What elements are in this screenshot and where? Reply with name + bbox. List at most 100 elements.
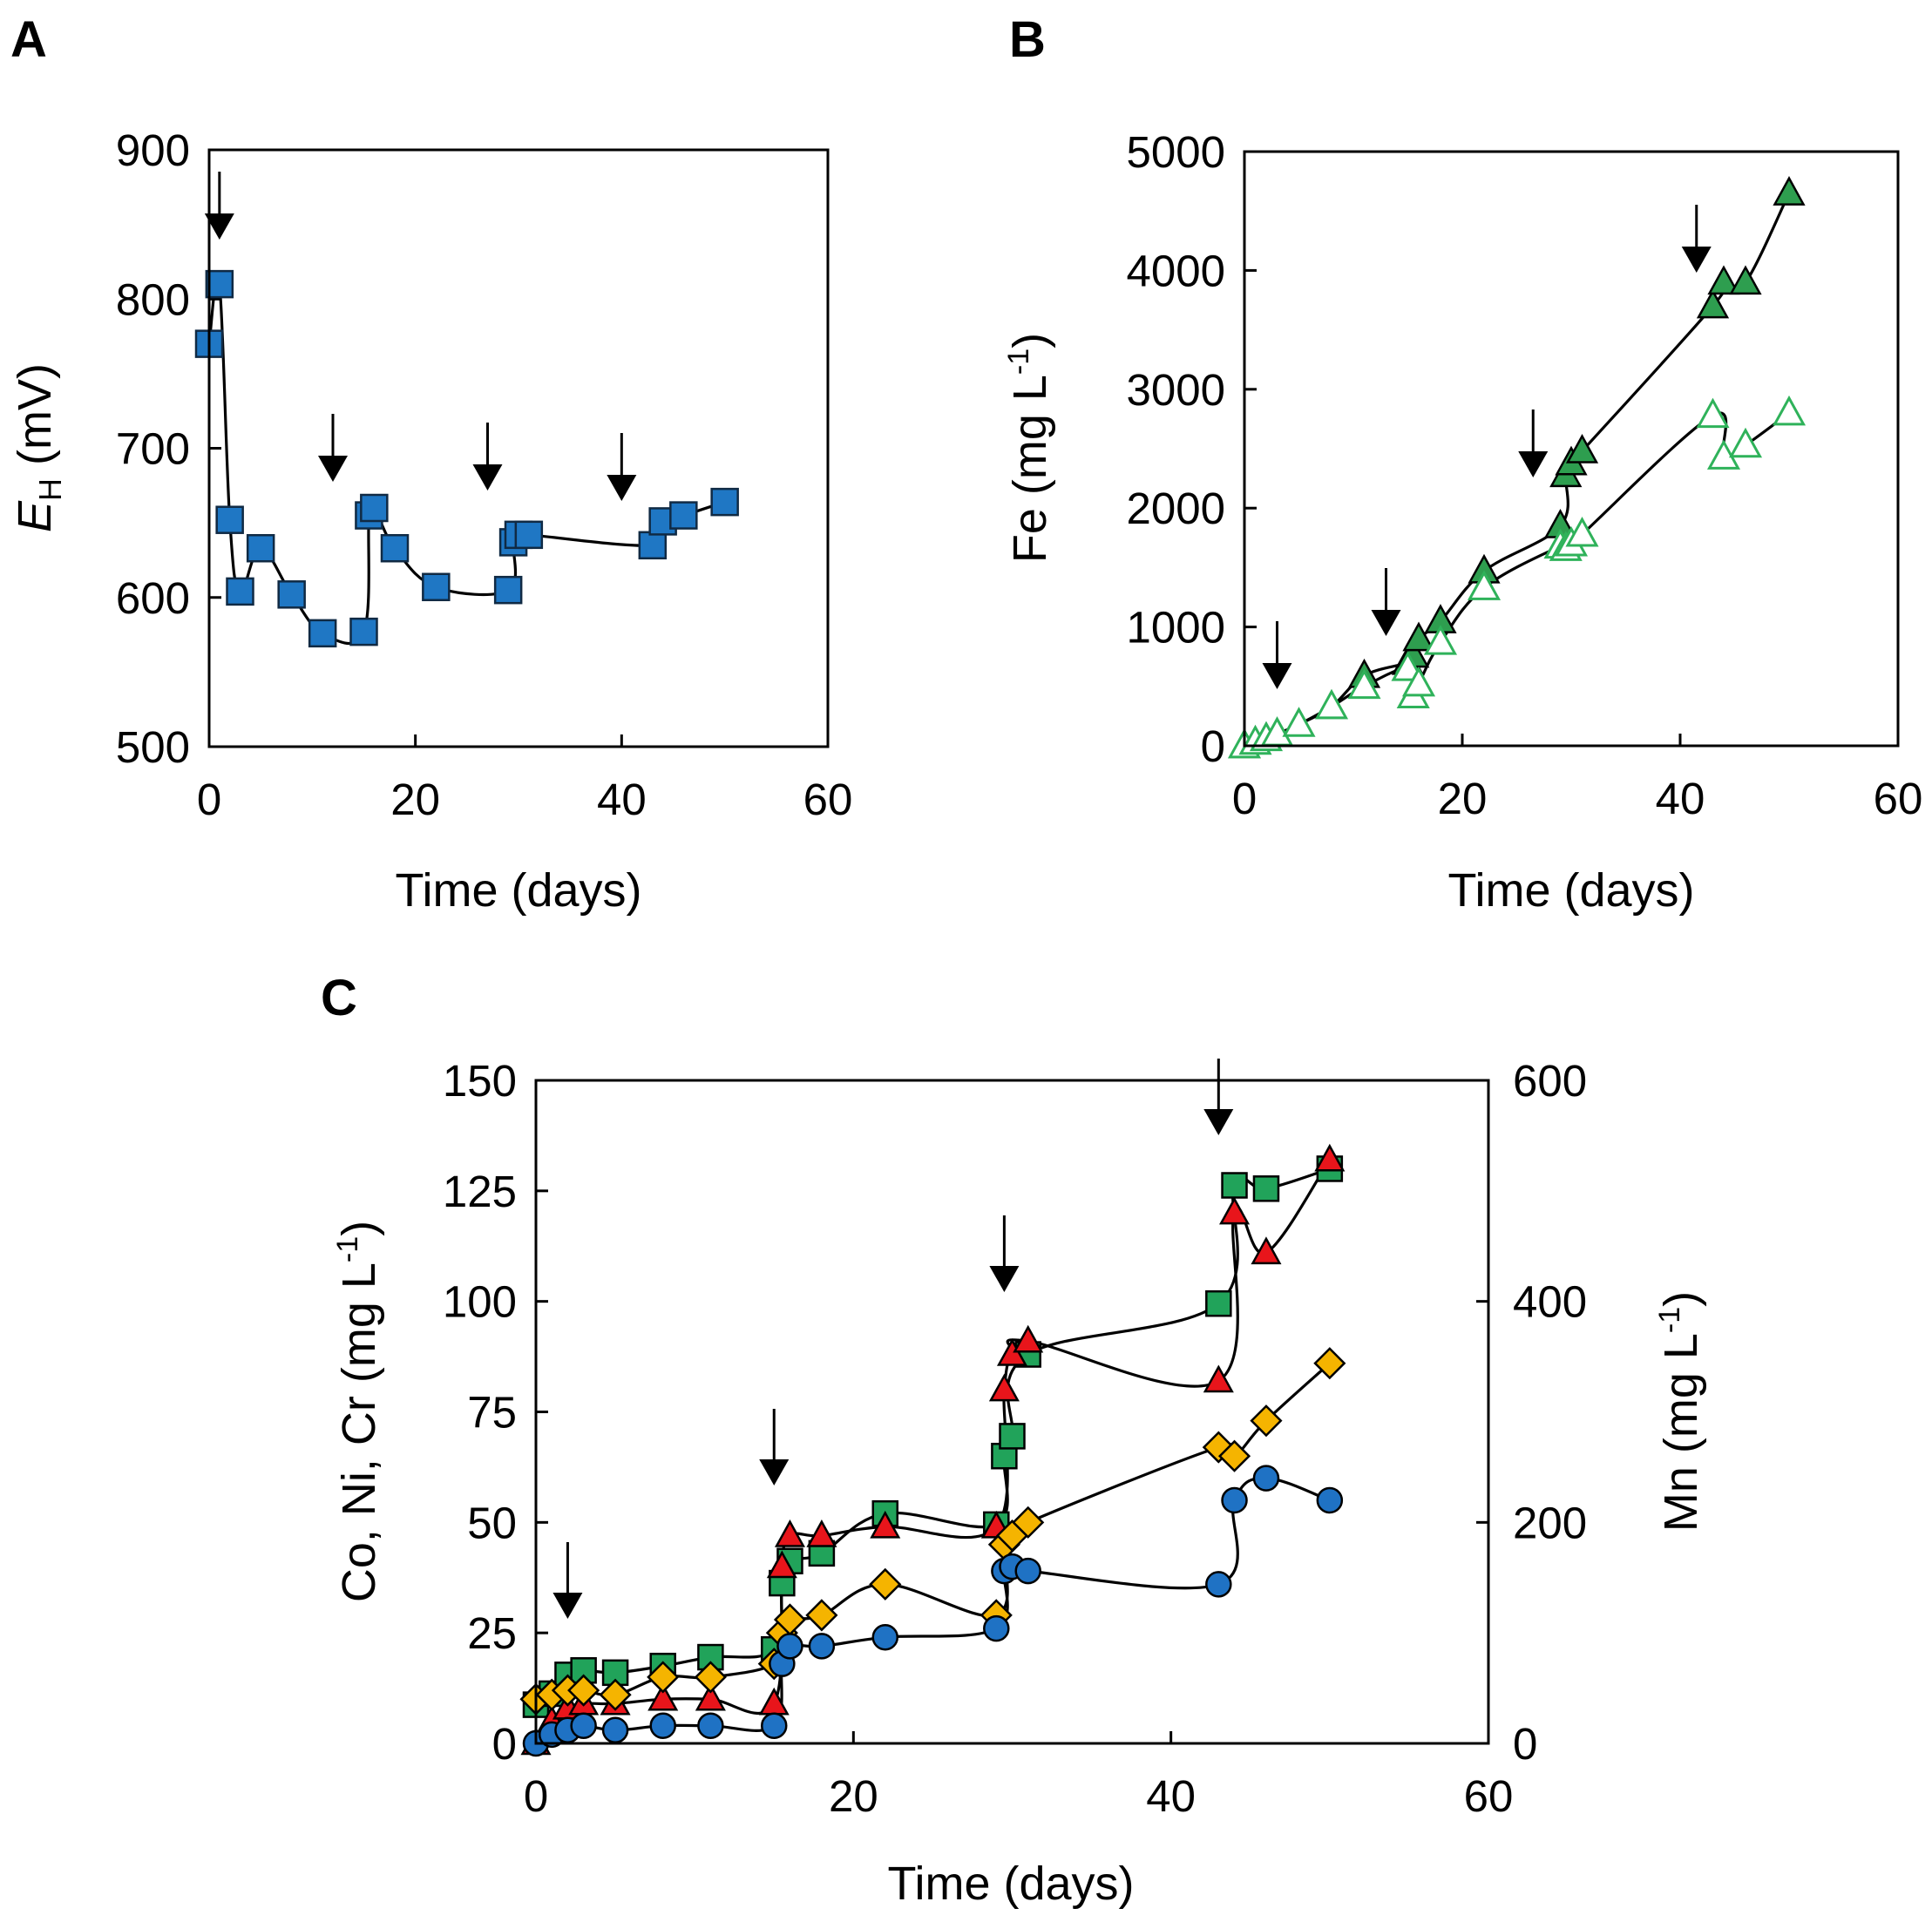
y-tick-label-a-500: 500 <box>116 722 190 772</box>
data-point-a-s0-10 <box>380 533 410 563</box>
y-tick-label-b-1000: 1000 <box>1127 603 1225 653</box>
y-tick-label-c-25: 25 <box>467 1608 517 1658</box>
x-tick-label-b-20: 20 <box>1438 774 1488 823</box>
arrow-b-1 <box>1371 568 1401 636</box>
arrow-b-2-head <box>1518 451 1549 477</box>
arrow-b-3-head <box>1681 247 1712 273</box>
data-point-c-s0-17 <box>1221 1172 1248 1199</box>
y-tick-label-b-5000: 5000 <box>1127 127 1225 177</box>
data-point-b-s0-15 <box>1565 434 1599 464</box>
arrow-c-3 <box>1203 1059 1234 1135</box>
data-point-a-s0-1 <box>205 269 234 299</box>
y-right-tick-label-c-400: 400 <box>1513 1277 1587 1327</box>
data-point-c-s1-14 <box>996 1337 1028 1366</box>
x-tick-label-a-20: 20 <box>390 775 440 824</box>
data-point-c-s3-17 <box>1221 1486 1248 1514</box>
data-point-c-s1-8 <box>766 1550 797 1579</box>
data-point-c-s3-6 <box>697 1712 724 1739</box>
arrow-a-3-head <box>607 475 637 501</box>
plot-area-a <box>207 148 830 748</box>
panel-b: B 0 20 40 60 0 1000 2000 3000 4000 5000 Time (day… <box>1002 11 1922 917</box>
data-point-b-s0-19 <box>1773 176 1806 206</box>
data-point-b-s0-9 <box>1402 621 1435 652</box>
y-tick-label-b-3000: 3000 <box>1127 365 1225 415</box>
data-point-a-s0-15 <box>514 520 544 550</box>
x-axis-title-b: Time (days) <box>1447 864 1694 917</box>
data-point-c-s3-3 <box>570 1712 597 1739</box>
arrow-c-0-head <box>552 1593 583 1619</box>
data-point-b-s1-4 <box>1282 707 1316 737</box>
data-point-c-s1-6 <box>695 1682 726 1711</box>
y-right-tick-label-c-600: 600 <box>1513 1056 1587 1106</box>
arrow-c-0 <box>552 1542 583 1619</box>
panel-a: A 0 20 40 60 500 600 700 800 900 Time (days) EH … <box>9 11 852 917</box>
panel-letter-c: C <box>321 970 357 1026</box>
data-point-c-s0-4 <box>601 1659 629 1687</box>
x-tick-label-b-40: 40 <box>1656 774 1705 823</box>
data-point-a-s0-16 <box>638 531 668 560</box>
arrow-a-0 <box>204 172 234 240</box>
arrow-c-1 <box>759 1409 790 1485</box>
y-tick-label-c-75: 75 <box>467 1388 517 1438</box>
x-tick-label-b-0: 0 <box>1232 774 1257 823</box>
y-axis-title-c-left: Co, Ni, Cr (mg L-1) <box>331 1221 385 1602</box>
data-point-c-s1-7 <box>758 1687 790 1716</box>
data-point-a-s0-3 <box>226 577 254 606</box>
arrow-a-0-head <box>204 213 234 240</box>
data-point-a-s0-18 <box>669 501 698 530</box>
data-point-b-s1-10 <box>1423 625 1458 655</box>
x-tick-label-c-20: 20 <box>829 1771 878 1821</box>
x-tick-label-c-60: 60 <box>1464 1771 1514 1821</box>
data-point-c-s2-11 <box>869 1567 902 1601</box>
x-tick-label-a-40: 40 <box>597 775 647 824</box>
x-tick-label-c-40: 40 <box>1146 1771 1196 1821</box>
data-point-a-s0-11 <box>422 572 451 602</box>
data-point-c-s0-18 <box>1252 1175 1280 1202</box>
data-point-c-s2-3 <box>567 1674 600 1707</box>
data-point-c-s3-11 <box>871 1623 899 1651</box>
y-tick-label-a-900: 900 <box>116 125 190 175</box>
arrow-a-1 <box>318 414 348 482</box>
x-tick-label-a-0: 0 <box>197 775 221 824</box>
y-axis-title-c-right: Mn (mg L-1) <box>1653 1291 1707 1532</box>
series-line-b-1 <box>1244 411 1790 748</box>
data-point-c-s1-16 <box>1203 1364 1234 1393</box>
data-point-b-s1-19 <box>1772 395 1807 426</box>
data-point-c-s3-4 <box>601 1716 629 1744</box>
data-point-b-s0-18 <box>1729 265 1762 295</box>
arrow-b-0-head <box>1262 663 1292 689</box>
data-point-c-s1-11 <box>870 1510 901 1539</box>
data-point-a-s0-9 <box>360 493 389 523</box>
data-point-c-s3-10 <box>808 1633 836 1660</box>
data-point-c-s3-18 <box>1252 1465 1280 1492</box>
data-point-c-s0-14 <box>999 1423 1026 1450</box>
data-point-c-s2-15 <box>1012 1506 1045 1539</box>
arrow-a-1-head <box>318 456 348 482</box>
data-point-a-s0-2 <box>215 505 244 534</box>
y-tick-label-b-4000: 4000 <box>1127 246 1225 295</box>
y-tick-label-c-0: 0 <box>492 1719 517 1769</box>
data-point-c-s2-19 <box>1313 1347 1346 1380</box>
data-point-b-s0-16 <box>1696 288 1730 319</box>
y-axis-title-a: EH (mV) <box>9 363 68 532</box>
data-point-a-s0-5 <box>277 580 306 609</box>
arrow-a-2 <box>472 423 503 491</box>
data-point-c-s3-16 <box>1205 1571 1232 1598</box>
data-point-b-s1-5 <box>1314 688 1349 720</box>
arrow-c-2-head <box>989 1266 1020 1292</box>
data-point-b-s1-6 <box>1347 668 1381 700</box>
data-point-a-s0-7 <box>349 617 378 646</box>
y-tick-label-b-2000: 2000 <box>1127 484 1225 533</box>
series-line-c-0 <box>535 1167 1331 1706</box>
data-point-a-s0-6 <box>308 619 337 648</box>
panel-letter-a: A <box>10 11 47 68</box>
data-point-b-s1-16 <box>1696 397 1730 429</box>
data-point-c-s1-18 <box>1251 1236 1282 1265</box>
y-tick-label-a-700: 700 <box>116 424 190 474</box>
x-tick-label-a-60: 60 <box>803 775 853 824</box>
data-point-c-s1-19 <box>1314 1143 1346 1172</box>
y-tick-label-c-150: 150 <box>443 1056 517 1106</box>
y-tick-label-a-800: 800 <box>116 274 190 324</box>
data-point-c-s2-18 <box>1250 1404 1283 1438</box>
